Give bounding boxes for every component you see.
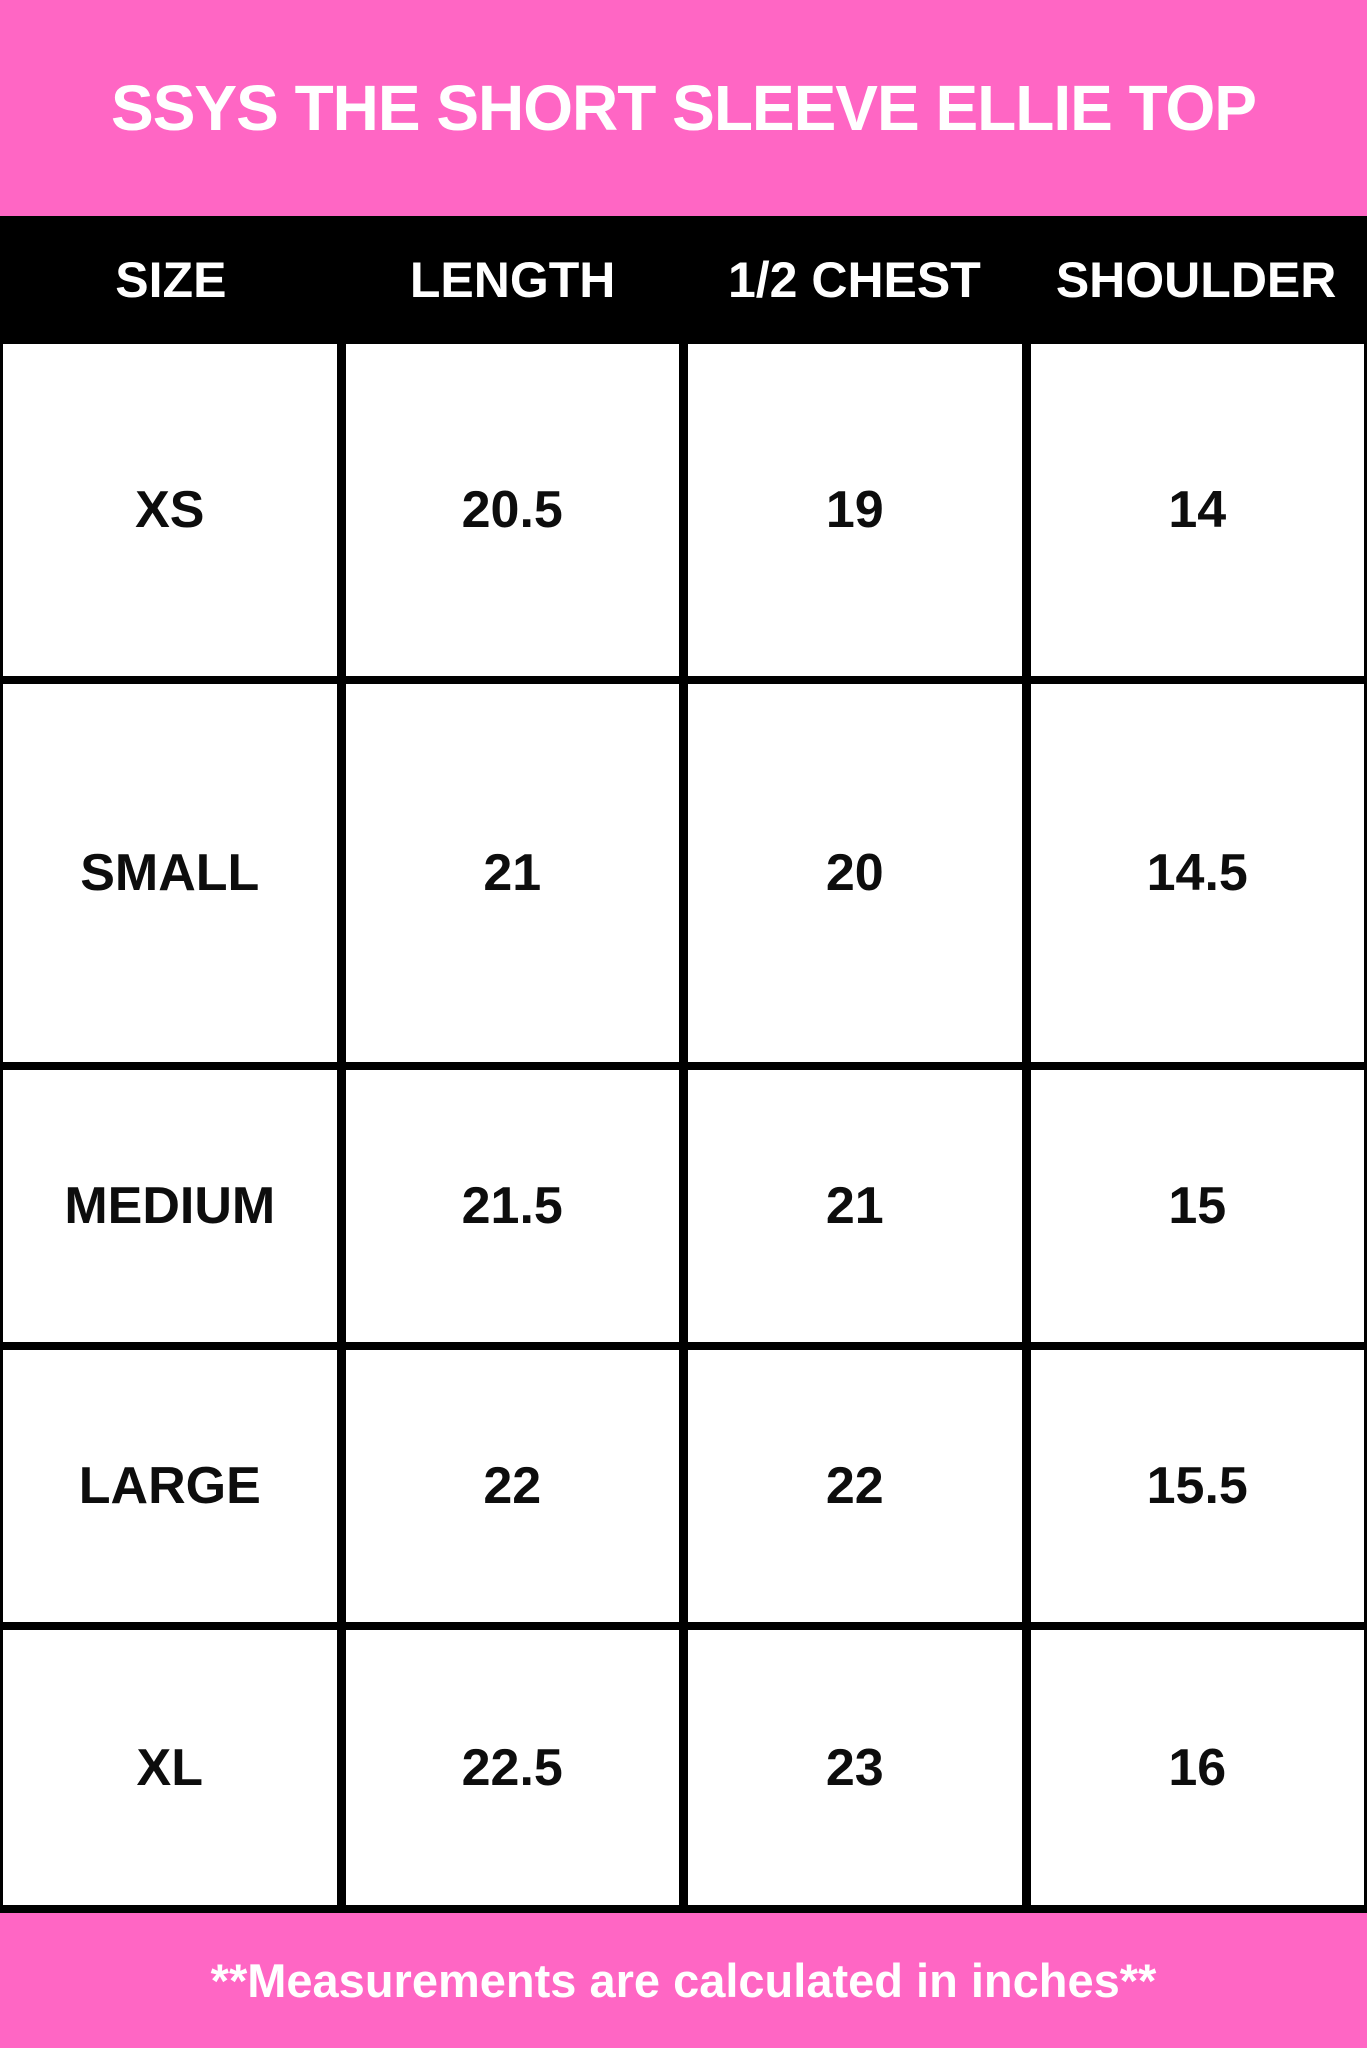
cell-size-small: SMALL [3,684,337,1062]
cell-length-xl: 22.5 [345,1630,679,1905]
footer-banner: **Measurements are calculated in inches*… [0,1913,1367,2048]
cell-shoulder-small: 14.5 [1030,684,1364,1062]
table-header-row: SIZE LENGTH 1/2 CHEST SHOULDER [0,216,1367,344]
cell-chest-large: 22 [688,1350,1022,1622]
cell-chest-medium: 21 [688,1070,1022,1342]
column-header-chest: 1/2 CHEST [727,252,981,308]
cell-size-medium: MEDIUM [3,1070,337,1342]
cell-chest-xs: 19 [688,344,1022,676]
cell-length-xs: 20.5 [345,344,679,676]
cell-shoulder-large: 15.5 [1030,1350,1364,1622]
cell-shoulder-xl: 16 [1030,1630,1364,1905]
column-header-size: SIZE [115,252,227,308]
cell-length-medium: 21.5 [345,1070,679,1342]
cell-size-xs: XS [3,344,337,676]
column-header-length: LENGTH [409,252,616,308]
cell-size-xl: XL [3,1630,337,1905]
cell-shoulder-medium: 15 [1030,1070,1364,1342]
cell-chest-small: 20 [688,684,1022,1062]
column-header-shoulder: SHOULDER [1055,252,1337,308]
cell-length-large: 22 [345,1350,679,1622]
table-body: XS 20.5 19 14 SMALL 21 20 14.5 MEDIUM 21… [0,344,1367,1913]
title-banner: SSYS THE SHORT SLEEVE ELLIE TOP [0,0,1367,216]
cell-shoulder-xs: 14 [1030,344,1364,676]
cell-length-small: 21 [345,684,679,1062]
measurement-note: **Measurements are calculated in inches*… [210,1954,1157,2007]
cell-chest-xl: 23 [688,1630,1022,1905]
page-title: SSYS THE SHORT SLEEVE ELLIE TOP [111,72,1257,144]
cell-size-large: LARGE [3,1350,337,1622]
